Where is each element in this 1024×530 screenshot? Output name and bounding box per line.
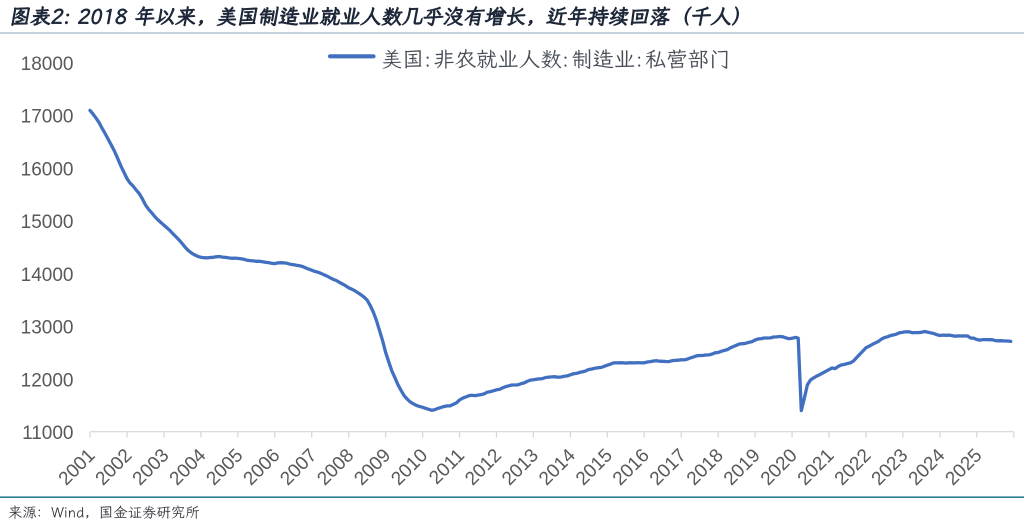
svg-text:15000: 15000 xyxy=(21,212,74,233)
svg-text:14000: 14000 xyxy=(21,265,74,286)
svg-text:17000: 17000 xyxy=(21,107,74,128)
svg-text:12000: 12000 xyxy=(21,370,74,391)
svg-text:13000: 13000 xyxy=(21,318,74,339)
svg-text:18000: 18000 xyxy=(21,54,74,75)
svg-text:16000: 16000 xyxy=(21,159,74,180)
svg-text:11000: 11000 xyxy=(22,423,73,444)
